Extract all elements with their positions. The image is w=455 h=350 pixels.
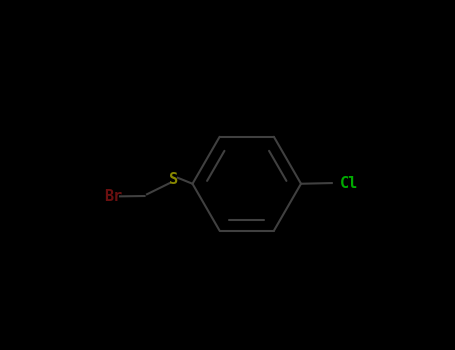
- Text: S: S: [169, 172, 178, 187]
- Text: Cl: Cl: [339, 176, 358, 190]
- Text: Br: Br: [105, 189, 123, 204]
